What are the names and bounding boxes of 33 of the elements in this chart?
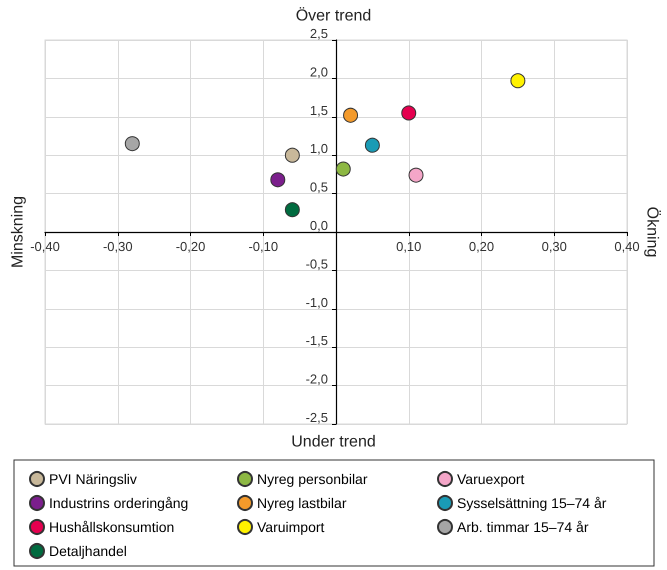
x-tick-label: -0,40: [30, 239, 60, 254]
x-tick-label: 0,40: [614, 239, 640, 254]
legend-label: Nyreg personbilar: [257, 471, 368, 487]
legend-label: Nyreg lastbilar: [257, 495, 347, 511]
x-tick-label: 0,20: [468, 239, 494, 254]
y-tick-label: 0,0: [310, 218, 328, 233]
x-tick-label: -0,30: [102, 239, 133, 254]
x-tick-label: 0,30: [542, 239, 567, 254]
legend-label: Arb. timmar 15–74 år: [457, 519, 589, 535]
x-tick-label: -0,20: [176, 239, 206, 254]
y-axis-title: Minskning: [10, 196, 26, 268]
y-tick-label: 0,5: [310, 180, 328, 195]
y-tick-label: -1,5: [306, 333, 328, 348]
legend-label: Hushållskonsumtion: [49, 519, 174, 535]
y-tick-label: -2,0: [306, 372, 328, 387]
y-tick-label: 1,0: [310, 141, 328, 156]
legend-label: Varuexport: [457, 471, 525, 487]
y-tick-label: -1,0: [306, 294, 328, 310]
legend-label: PVI Näringsliv: [49, 471, 137, 487]
x-tick-label: -0,10: [248, 239, 278, 254]
y-tick-label: 2,5: [310, 26, 328, 41]
x-axis-title: Under trend: [291, 434, 376, 450]
x2-axis-title: Över trend: [296, 6, 372, 24]
x-tick-label: 0,10: [396, 239, 422, 254]
y-tick-label: 1,5: [310, 102, 328, 118]
legend-label: Varuimport: [257, 519, 325, 535]
legend-label: Industrins orderingång: [49, 495, 188, 511]
y-tick-label: -2,5: [306, 410, 328, 425]
legend-label: Sysselsättning 15–74 år: [457, 495, 607, 511]
legend-label: Detaljhandel: [49, 543, 127, 559]
y-tick-label: -0,5: [306, 256, 328, 272]
y-tick-label: 2,0: [310, 64, 328, 80]
y2-axis-title: Ökning: [644, 206, 662, 258]
